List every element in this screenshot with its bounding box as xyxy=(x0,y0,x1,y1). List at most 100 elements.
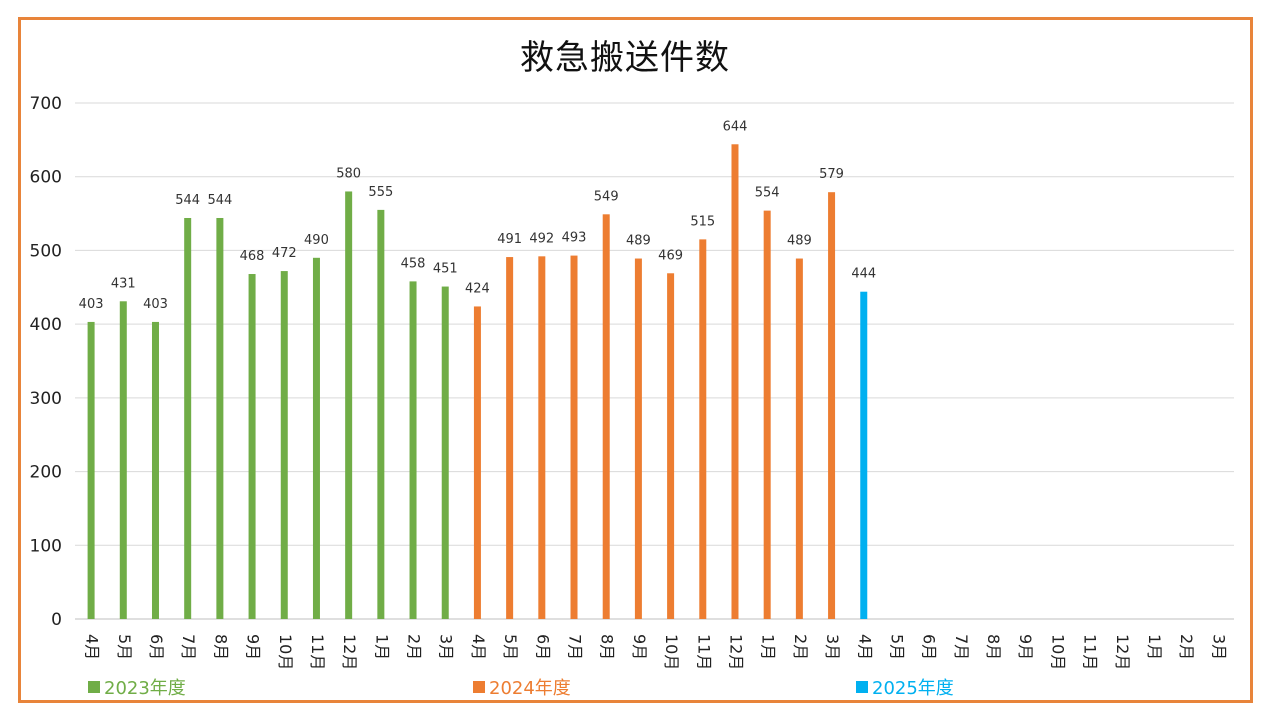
x-tick-label: 8月 xyxy=(984,634,1003,660)
data-label: 579 xyxy=(819,167,844,182)
data-label: 491 xyxy=(497,232,522,247)
x-tick-label: 7月 xyxy=(566,634,585,660)
y-tick-label: 500 xyxy=(30,241,62,261)
legend-label-2024: 2024年度 xyxy=(489,678,571,699)
data-label: 490 xyxy=(304,233,329,248)
bar xyxy=(570,255,578,620)
y-tick-label: 200 xyxy=(30,463,62,483)
bar xyxy=(409,281,417,619)
data-label: 403 xyxy=(79,297,104,312)
data-label: 424 xyxy=(465,281,490,296)
x-tick-label: 11月 xyxy=(308,634,327,670)
bar xyxy=(860,291,868,619)
x-tick-label: 12月 xyxy=(1113,634,1132,670)
data-label: 489 xyxy=(787,234,812,249)
bar xyxy=(216,217,224,619)
bar xyxy=(248,274,256,619)
chart-title: 救急搬送件数 xyxy=(520,38,730,78)
x-tick-label: 5月 xyxy=(115,634,134,660)
x-tick-label: 10月 xyxy=(1048,634,1067,670)
x-tick-label: 11月 xyxy=(694,634,713,670)
x-tick-label: 7月 xyxy=(179,634,198,660)
bar xyxy=(795,258,803,619)
data-label: 451 xyxy=(433,262,458,277)
x-tick-label: 12月 xyxy=(340,634,359,670)
x-tick-label: 4月 xyxy=(855,634,874,660)
x-tick-label: 11月 xyxy=(1081,634,1100,670)
x-tick-label: 2月 xyxy=(1177,634,1196,660)
bar xyxy=(731,144,739,619)
legend-swatch-2023 xyxy=(88,681,100,693)
x-tick-label: 8月 xyxy=(598,634,617,660)
bar xyxy=(602,214,610,619)
y-tick-label: 100 xyxy=(30,536,62,556)
data-label: 492 xyxy=(529,231,554,246)
x-tick-label: 3月 xyxy=(823,634,842,660)
legend-item-2023: 2023年度 xyxy=(88,674,186,700)
x-tick-label: 4月 xyxy=(469,634,488,660)
x-tick-label: 1月 xyxy=(759,634,778,660)
data-label: 468 xyxy=(240,249,265,264)
bar xyxy=(280,271,288,619)
data-label: 544 xyxy=(175,193,200,208)
bar xyxy=(345,191,353,619)
y-tick-label: 700 xyxy=(30,94,62,114)
y-tick-label: 600 xyxy=(30,168,62,188)
x-tick-label: 3月 xyxy=(437,634,456,660)
x-tick-label: 9月 xyxy=(630,634,649,660)
x-tick-label: 4月 xyxy=(83,634,102,660)
legend-item-2025: 2025年度 xyxy=(856,674,954,700)
data-label: 444 xyxy=(851,267,876,282)
legend-label-2025: 2025年度 xyxy=(872,678,954,699)
bar xyxy=(699,239,707,619)
data-label: 515 xyxy=(690,214,715,229)
data-label: 555 xyxy=(368,185,393,200)
x-tick-label: 1月 xyxy=(1145,634,1164,660)
legend-swatch-2024 xyxy=(473,681,485,693)
data-label: 458 xyxy=(401,256,426,271)
x-tick-label: 10月 xyxy=(662,634,681,670)
bar xyxy=(667,273,675,619)
bar xyxy=(473,306,481,619)
y-tick-label: 400 xyxy=(30,315,62,335)
y-tick-label: 300 xyxy=(30,389,62,409)
data-label: 403 xyxy=(143,297,168,312)
data-label: 469 xyxy=(658,248,683,263)
bar xyxy=(312,257,320,619)
x-tick-label: 12月 xyxy=(726,634,745,670)
bar xyxy=(441,286,449,619)
data-label: 549 xyxy=(594,189,619,204)
data-label: 431 xyxy=(111,276,136,291)
x-tick-label: 2月 xyxy=(405,634,424,660)
x-tick-label: 5月 xyxy=(501,634,520,660)
data-label: 489 xyxy=(626,234,651,249)
x-tick-label: 6月 xyxy=(533,634,552,660)
bar xyxy=(634,258,642,619)
x-tick-label: 7月 xyxy=(952,634,971,660)
data-label: 644 xyxy=(723,119,748,134)
data-label: 554 xyxy=(755,186,780,201)
bar xyxy=(828,192,836,620)
bar xyxy=(184,217,192,619)
x-tick-label: 9月 xyxy=(1016,634,1035,660)
data-label: 493 xyxy=(562,231,587,246)
data-label: 472 xyxy=(272,246,297,261)
x-tick-label: 9月 xyxy=(244,634,263,660)
data-label: 580 xyxy=(336,166,361,181)
bar xyxy=(538,256,546,619)
bar xyxy=(151,321,159,619)
y-tick-label: 0 xyxy=(51,610,62,630)
x-tick-label: 1月 xyxy=(372,634,391,660)
x-tick-label: 3月 xyxy=(1209,634,1228,660)
x-tick-label: 2月 xyxy=(791,634,810,660)
x-tick-label: 5月 xyxy=(887,634,906,660)
bar xyxy=(119,301,127,619)
x-tick-label: 10月 xyxy=(276,634,295,670)
bar xyxy=(87,321,95,619)
data-label: 544 xyxy=(207,193,232,208)
x-tick-label: 6月 xyxy=(920,634,939,660)
x-tick-label: 8月 xyxy=(211,634,230,660)
legend-swatch-2025 xyxy=(856,681,868,693)
bar xyxy=(377,209,385,619)
